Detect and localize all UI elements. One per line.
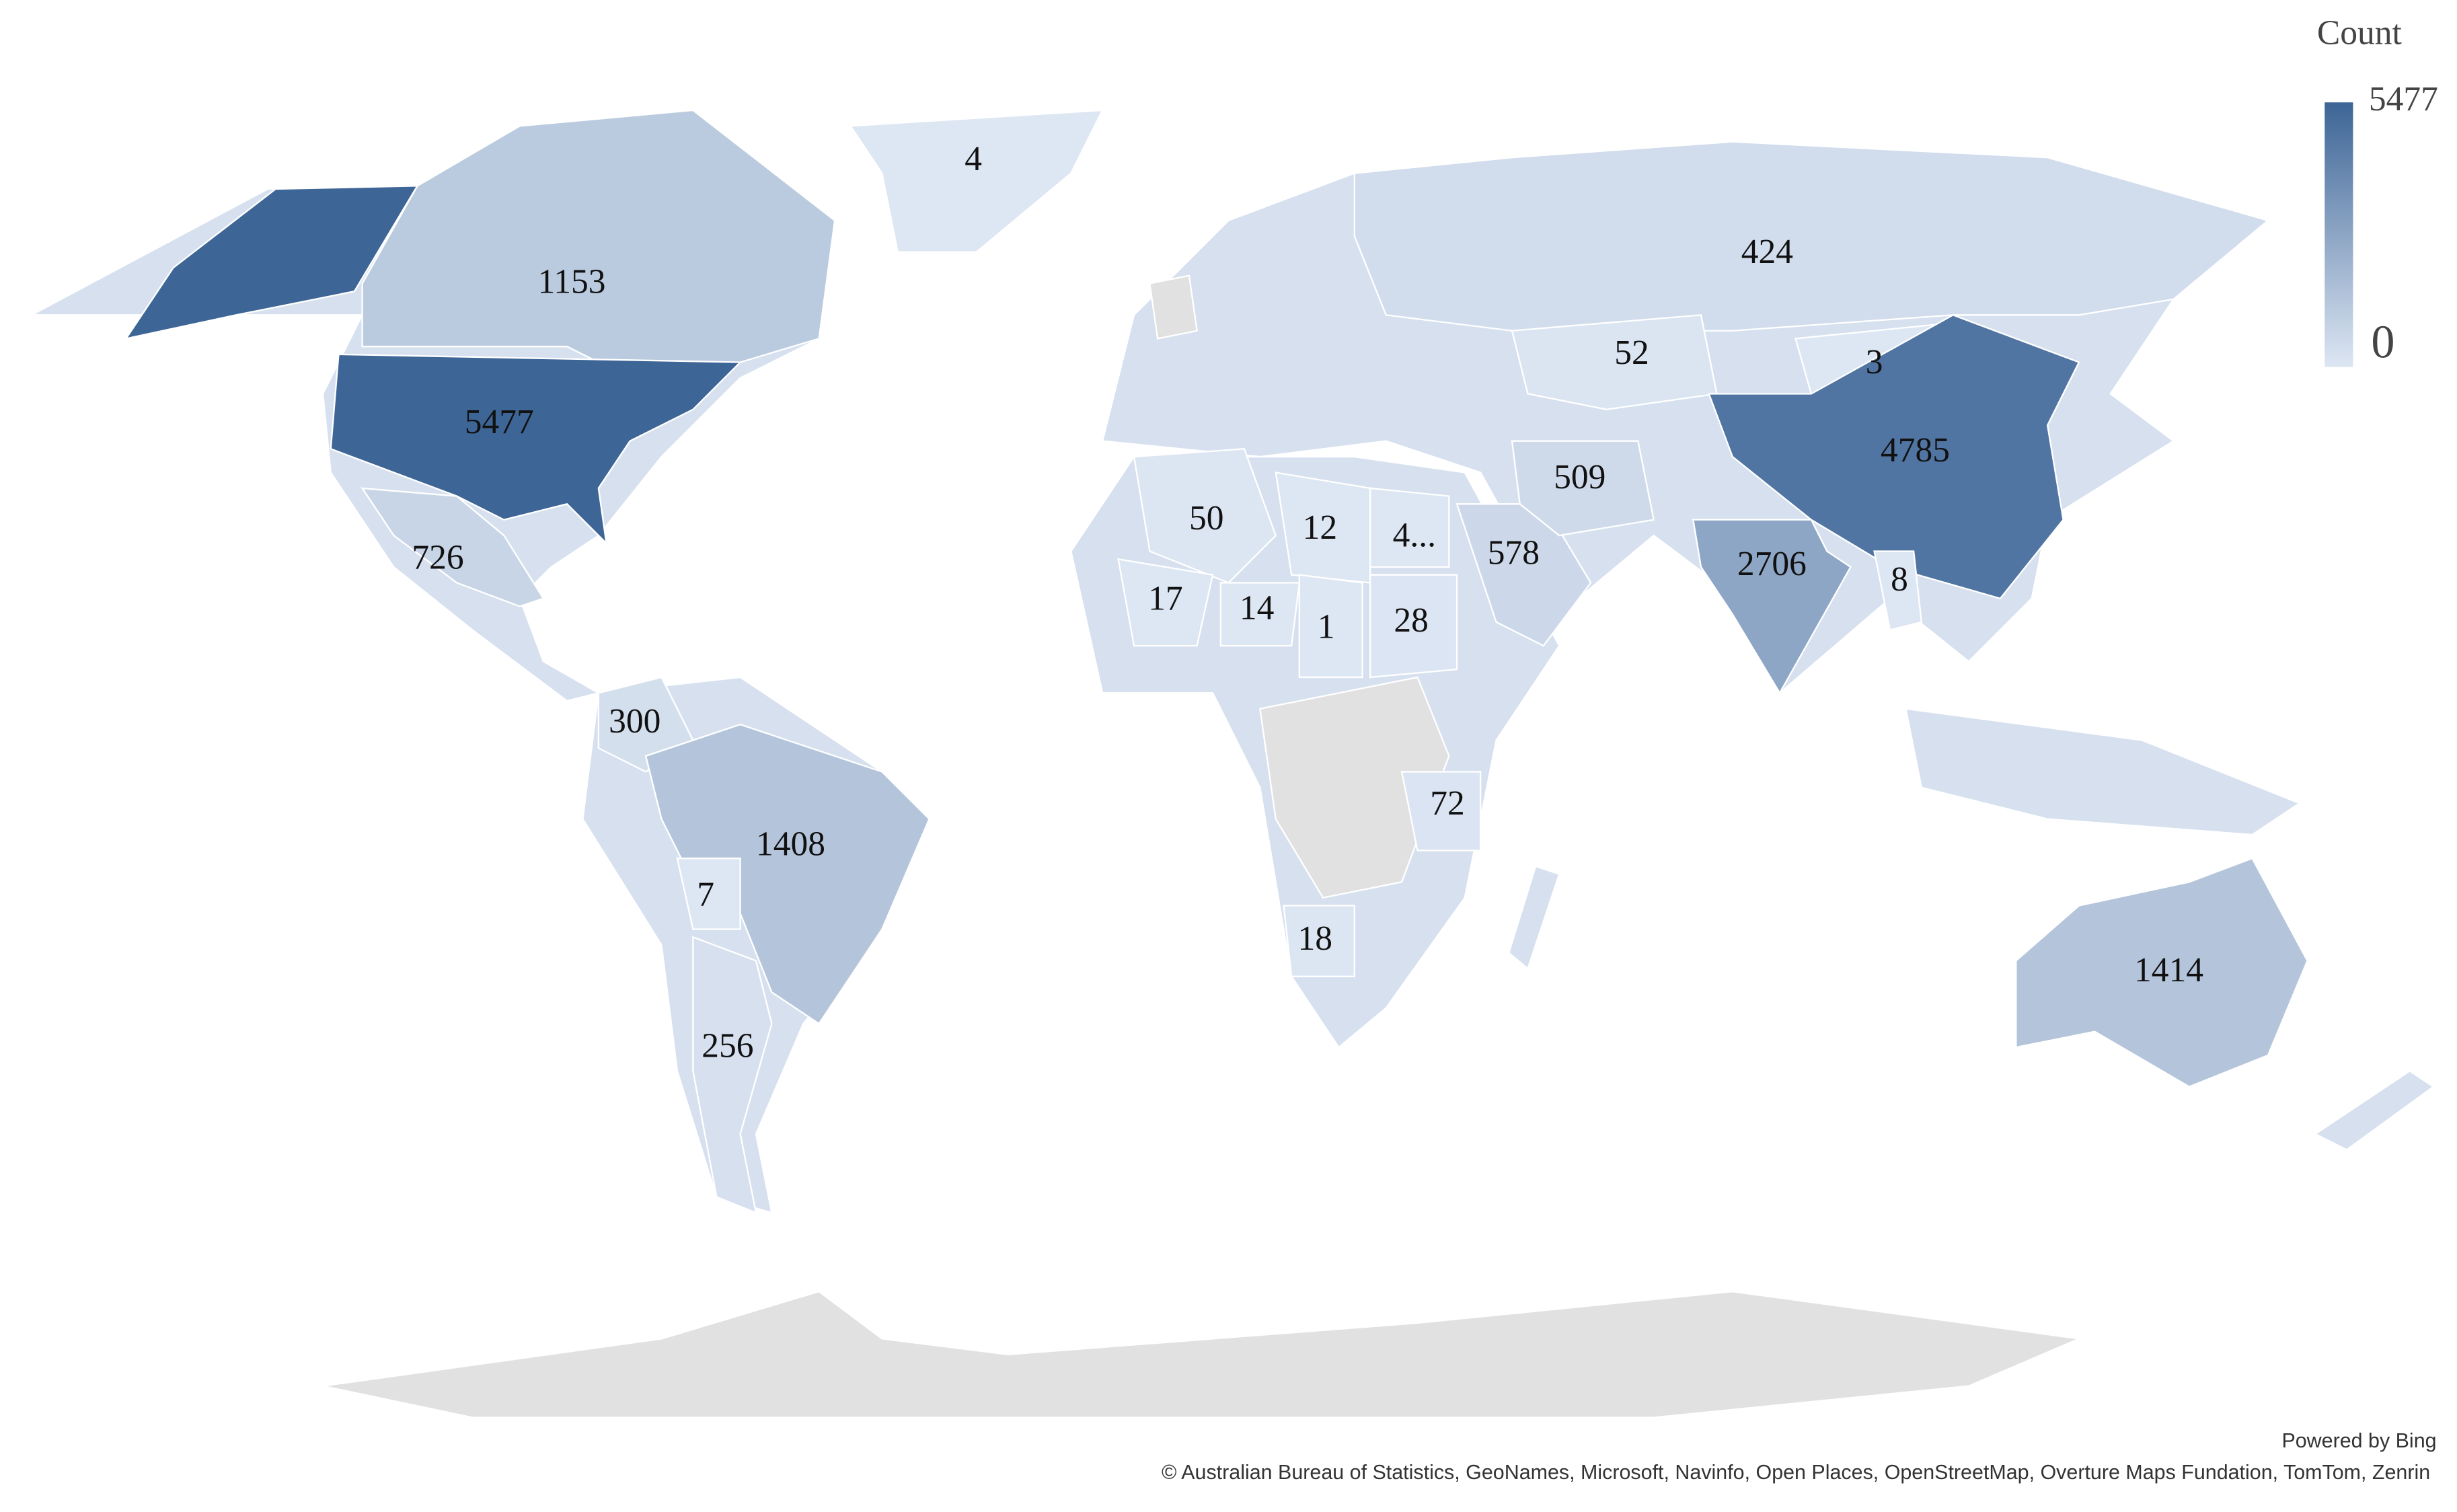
data-label: 578 — [1488, 533, 1540, 572]
country-region — [2015, 857, 2308, 1088]
data-label: 52 — [1614, 334, 1649, 372]
data-label: 5477 — [465, 403, 534, 441]
indonesia — [1904, 708, 2302, 836]
data-label: 1153 — [537, 263, 605, 301]
country-region — [361, 109, 836, 379]
data-label: 50 — [1189, 499, 1223, 537]
data-label: 12 — [1303, 508, 1337, 547]
data-label: 1 — [1318, 607, 1335, 646]
data-label: 72 — [1430, 784, 1465, 823]
data-label: 424 — [1741, 233, 1793, 271]
data-label: 28 — [1394, 601, 1429, 640]
country-region — [1353, 141, 2270, 332]
country-region — [1511, 440, 1655, 537]
country-region — [692, 936, 773, 1214]
data-label: 300 — [609, 702, 660, 741]
country-region — [1369, 574, 1458, 679]
data-label: 2706 — [1737, 545, 1807, 583]
credit-sources: © Australian Bureau of Statistics, GeoNa… — [1162, 1461, 2430, 1484]
data-labels: 4 1153 5477 726 300 1408 7 256 50 12 4... 578 17 14 1 2… — [412, 140, 2203, 1065]
country-region — [1873, 550, 1923, 632]
data-label: 18 — [1298, 919, 1333, 958]
country-region — [676, 858, 741, 930]
data-label: 4... — [1393, 517, 1436, 555]
legend-title: Count — [2317, 14, 2402, 52]
uk — [1149, 274, 1198, 340]
country-region — [1400, 771, 1482, 852]
country-region — [1692, 519, 1852, 695]
data-label: 7 — [697, 876, 714, 914]
country-region — [1117, 558, 1214, 647]
data-label: 4 — [965, 140, 982, 178]
data-label: 14 — [1240, 589, 1274, 627]
data-label: 509 — [1554, 458, 1605, 496]
country-region — [330, 353, 743, 546]
madagascar — [1507, 865, 1560, 971]
country-region — [1283, 905, 1356, 978]
data-label: 1408 — [756, 825, 825, 864]
legend: Count 5477 0 — [2317, 14, 2438, 369]
data-label: 3 — [1866, 343, 1883, 381]
legend-min: 0 — [2371, 315, 2394, 368]
legend-max: 5477 — [2369, 80, 2438, 118]
country-region — [1298, 574, 1363, 679]
data-label: 256 — [702, 1026, 753, 1065]
antarctica — [322, 1290, 2082, 1419]
country-region — [849, 109, 1104, 253]
country-region — [124, 185, 419, 340]
data-label: 4785 — [1881, 431, 1950, 469]
data-label: 726 — [412, 538, 463, 576]
data-label: 17 — [1148, 579, 1183, 617]
country-region — [1219, 582, 1301, 647]
data-label: 1414 — [2134, 951, 2203, 989]
country-region — [1133, 448, 1277, 584]
country-region — [1511, 314, 1718, 411]
new-zealand — [2313, 1069, 2435, 1151]
regions — [124, 109, 2308, 1214]
data-label: 8 — [1891, 560, 1908, 599]
country-region — [361, 487, 545, 607]
country-region — [1708, 314, 2080, 600]
central-africa-no-data — [1259, 676, 1450, 899]
legend-gradient — [2324, 102, 2353, 367]
credit-powered: Powered by Bing — [2281, 1429, 2436, 1452]
country-region — [1369, 487, 1450, 568]
